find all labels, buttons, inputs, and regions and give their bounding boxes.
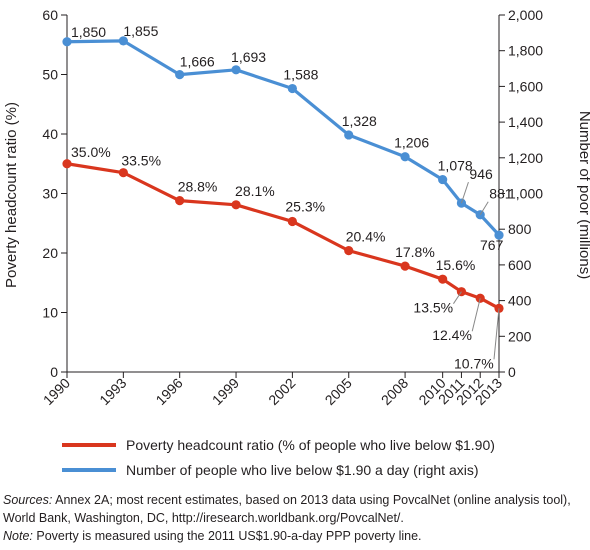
legend-swatch-blue xyxy=(62,467,116,472)
label-leader-line xyxy=(460,181,469,204)
data-point xyxy=(287,216,297,227)
x-tick-label: 1990 xyxy=(40,375,73,408)
x-tick-label: 1996 xyxy=(152,375,185,408)
left-axis-title: Poverty headcount ratio (%) xyxy=(3,102,20,288)
data-label: 881 xyxy=(489,186,513,202)
data-point xyxy=(400,152,410,162)
left-tick-label: 40 xyxy=(42,126,58,142)
right-tick-label: 1,400 xyxy=(508,114,543,130)
data-label: 1,078 xyxy=(438,158,473,174)
methodology-note: Note: Poverty is measured using the 2011… xyxy=(3,527,587,545)
x-tick-label: 2005 xyxy=(322,375,355,408)
x-tick-label: 1993 xyxy=(96,375,129,408)
left-tick-label: 0 xyxy=(50,364,58,380)
data-label: 767 xyxy=(480,237,504,253)
sources-label: Sources: xyxy=(3,493,53,507)
left-tick-label: 10 xyxy=(42,305,58,321)
data-label: 25.3% xyxy=(285,198,325,214)
x-tick-label: 2002 xyxy=(265,375,298,408)
sources-text: Annex 2A; most recent estimates, based o… xyxy=(3,493,571,525)
x-tick-label: 1999 xyxy=(209,375,242,408)
data-label: 28.1% xyxy=(235,183,275,199)
data-point xyxy=(494,230,504,240)
label-leader-line xyxy=(453,291,462,304)
data-point xyxy=(231,200,241,210)
data-label: 1,328 xyxy=(342,113,377,129)
data-point xyxy=(400,261,410,271)
data-point xyxy=(118,36,128,46)
data-label: 35.0% xyxy=(71,144,111,160)
legend-item-poor-count: Number of people who live below $1.90 a … xyxy=(62,457,495,482)
legend-label-poverty-ratio: Poverty headcount ratio (% of people who… xyxy=(126,436,495,453)
data-label: 946 xyxy=(469,166,493,182)
left-tick-label: 20 xyxy=(42,245,58,261)
right-axis-title: Number of poor (millions) xyxy=(576,111,590,279)
chart-legend: Poverty headcount ratio (% of people who… xyxy=(62,432,495,482)
data-label: 20.4% xyxy=(346,229,386,245)
left-tick-label: 30 xyxy=(42,186,58,202)
data-label: 28.8% xyxy=(178,179,218,195)
chart-notes: Sources: Annex 2A; most recent estimates… xyxy=(3,491,587,545)
series-line xyxy=(66,162,500,310)
right-tick-label: 2,000 xyxy=(508,7,543,23)
data-label: 13.5% xyxy=(413,300,453,316)
data-labels: 35.0% 33.5% 28.8% 28.1% 25.3% 20.4% 17.8%15.6%… xyxy=(71,23,513,371)
line-chart: 010203040506002004006008001,0001,2001,40… xyxy=(3,7,590,408)
data-point xyxy=(175,196,185,206)
right-tick-label: 0 xyxy=(508,364,516,380)
label-leader-line xyxy=(471,298,481,332)
left-tick-label: 50 xyxy=(42,67,58,83)
data-label: 1,666 xyxy=(180,54,215,70)
data-point xyxy=(344,246,354,256)
right-tick-label: 1,800 xyxy=(508,43,543,59)
data-point xyxy=(344,130,354,140)
right-tick-label: 1,000 xyxy=(508,186,543,202)
sources-note: Sources: Annex 2A; most recent estimates… xyxy=(3,491,587,527)
poverty-ratio-series xyxy=(62,159,504,313)
data-label: 15.6% xyxy=(436,257,476,273)
right-tick-label: 400 xyxy=(508,293,532,309)
data-point xyxy=(438,274,448,284)
left-tick-label: 60 xyxy=(42,7,58,23)
right-tick-label: 1,600 xyxy=(508,78,543,94)
legend-swatch-red xyxy=(62,442,116,447)
data-point xyxy=(231,65,241,75)
data-point xyxy=(438,174,448,185)
right-tick-label: 200 xyxy=(508,328,532,344)
data-label: 33.5% xyxy=(121,153,161,169)
data-label: 1,693 xyxy=(231,49,266,65)
label-leader-line xyxy=(479,201,489,216)
note-text: Poverty is measured using the 2011 US$1.… xyxy=(32,529,422,543)
right-tick-label: 600 xyxy=(508,257,532,273)
data-label: 1,850 xyxy=(71,24,106,40)
data-point xyxy=(287,83,297,94)
data-label: 1,206 xyxy=(394,135,429,151)
data-label: 1,855 xyxy=(123,23,158,39)
legend-label-poor-count: Number of people who live below $1.90 a … xyxy=(126,461,479,478)
data-label: 1,588 xyxy=(283,67,318,83)
right-tick-label: 1,200 xyxy=(508,150,543,166)
right-tick-label: 800 xyxy=(508,221,532,237)
data-label: 10.7% xyxy=(454,355,494,371)
data-point xyxy=(175,70,185,80)
data-point xyxy=(62,37,72,47)
legend-item-poverty-ratio: Poverty headcount ratio (% of people who… xyxy=(62,432,495,457)
x-tick-label: 2008 xyxy=(378,375,411,408)
data-label: 17.8% xyxy=(395,244,435,260)
label-leader-line xyxy=(493,308,500,360)
data-point xyxy=(118,168,128,178)
data-point xyxy=(62,159,72,169)
data-label: 12.4% xyxy=(432,327,472,343)
note-label: Note: xyxy=(3,529,33,543)
